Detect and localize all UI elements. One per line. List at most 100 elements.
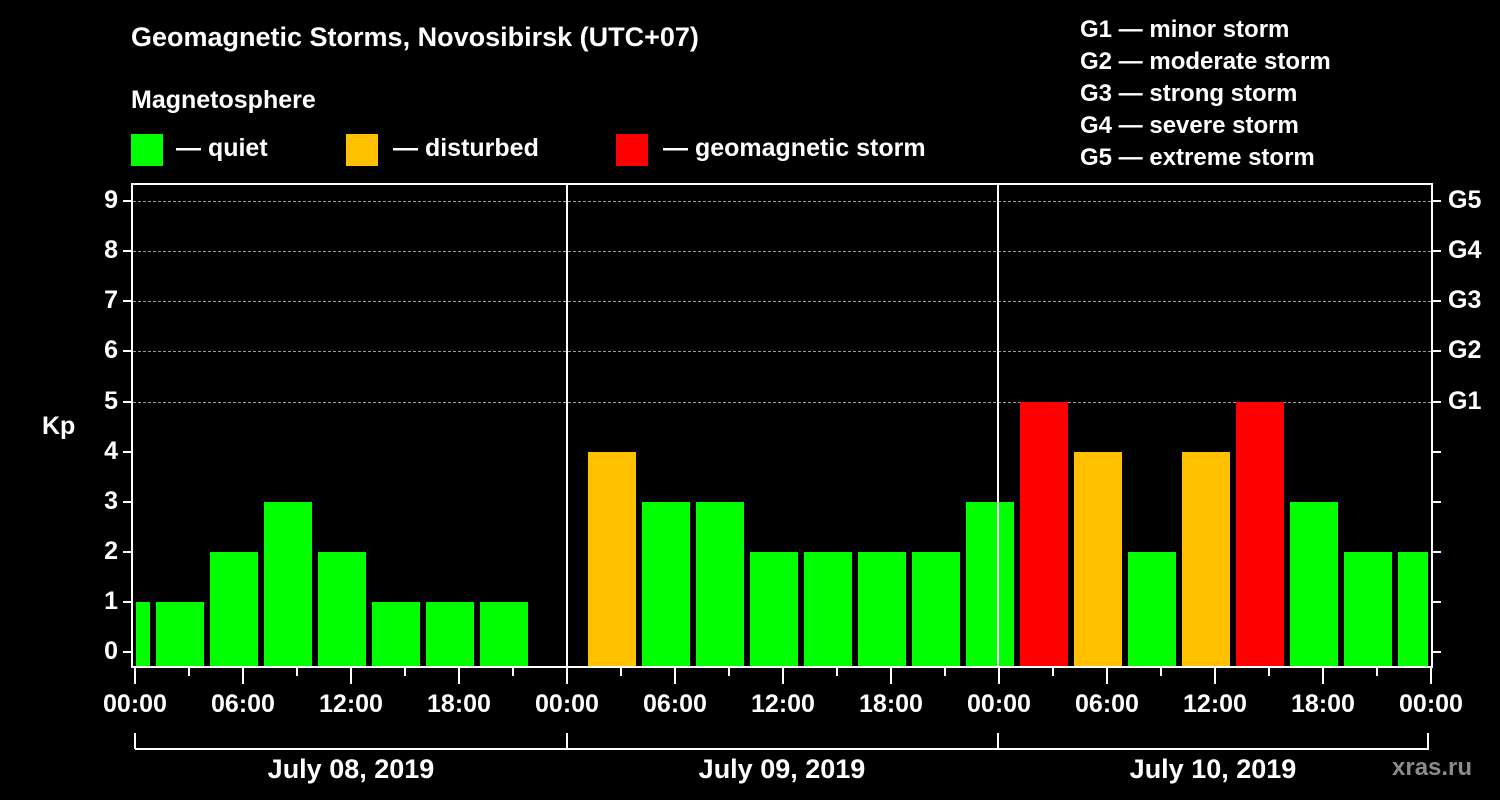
kp-bar: [966, 502, 1014, 668]
gridline: [133, 201, 1431, 202]
x-tick-major: [458, 668, 460, 684]
day-bracket-line: [135, 748, 1429, 750]
legend-swatch-quiet: [131, 134, 163, 166]
x-tick-label: 00:00: [1399, 690, 1463, 718]
x-tick-label: 00:00: [535, 690, 599, 718]
y-tick-label: 6: [104, 336, 118, 364]
g-scale-item: G5 — extreme storm: [1080, 144, 1315, 171]
y-axis-label: Kp: [42, 412, 76, 440]
kp-bar: [1290, 502, 1338, 668]
kp-bar: [588, 452, 636, 668]
y-tick-left: [123, 651, 131, 653]
y-tick-left: [123, 551, 131, 553]
x-tick-major: [782, 668, 784, 684]
kp-bar: [480, 602, 528, 668]
x-tick-minor: [620, 668, 622, 676]
y-tick-label: 5: [104, 387, 118, 415]
x-tick-label: 18:00: [427, 690, 491, 718]
y-tick-right: [1433, 401, 1441, 403]
x-tick-major: [566, 668, 568, 684]
y-tick-left: [123, 300, 131, 302]
g-scale-item: G4 — severe storm: [1080, 112, 1299, 139]
x-tick-minor: [836, 668, 838, 676]
y-tick-right: [1433, 350, 1441, 352]
x-tick-minor: [404, 668, 406, 676]
kp-bar: [750, 552, 798, 668]
x-tick-minor: [944, 668, 946, 676]
kp-bar: [642, 502, 690, 668]
chart-title: Geomagnetic Storms, Novosibirsk (UTC+07): [131, 22, 699, 52]
kp-bar: [804, 552, 852, 668]
x-tick-minor: [1052, 668, 1054, 676]
x-tick-label: 06:00: [1075, 690, 1139, 718]
kp-bar: [696, 502, 744, 668]
y-tick-left: [123, 200, 131, 202]
kp-bar: [426, 602, 474, 668]
x-tick-label: 06:00: [211, 690, 275, 718]
x-tick-label: 18:00: [1291, 690, 1355, 718]
x-tick-label: 12:00: [751, 690, 815, 718]
gridline: [133, 301, 1431, 302]
y-tick-right: [1433, 551, 1441, 553]
x-tick-minor: [188, 668, 190, 676]
kp-bar: [318, 552, 366, 668]
g-scale-item: G1 — minor storm: [1080, 16, 1290, 43]
y-tick-right: [1433, 300, 1441, 302]
kp-bar: [1020, 402, 1068, 668]
x-tick-major: [1214, 668, 1216, 684]
x-tick-label: 12:00: [319, 690, 383, 718]
x-tick-minor: [1160, 668, 1162, 676]
kp-bar: [372, 602, 420, 668]
x-tick-major: [674, 668, 676, 684]
g-scale-list: G1 — minor storm G2 — moderate storm G3 …: [1080, 14, 1331, 174]
y-tick-right: [1433, 451, 1441, 453]
x-tick-label: 12:00: [1183, 690, 1247, 718]
x-tick-label: 18:00: [859, 690, 923, 718]
gridline: [133, 251, 1431, 252]
x-tick-minor: [512, 668, 514, 676]
y-tick-right: [1433, 250, 1441, 252]
gridline: [133, 351, 1431, 352]
g-level-label: G2: [1448, 336, 1482, 364]
g-scale-item: G3 — strong storm: [1080, 80, 1298, 107]
y-tick-right: [1433, 601, 1441, 603]
y-tick-label: 4: [104, 437, 118, 465]
x-tick-major: [890, 668, 892, 684]
legend-heading: Magnetosphere: [131, 86, 316, 114]
y-tick-left: [123, 250, 131, 252]
g-scale-item: G2 — moderate storm: [1080, 48, 1331, 75]
x-tick-label: 00:00: [103, 690, 167, 718]
x-tick-major: [134, 668, 136, 684]
legend-swatch-disturbed: [346, 134, 378, 166]
kp-bar: [1182, 452, 1230, 668]
y-tick-label: 7: [104, 286, 118, 314]
y-tick-right: [1433, 651, 1441, 653]
day-bracket-tick: [134, 733, 136, 749]
day-bracket-tick: [997, 733, 999, 749]
legend-label-storm: — geomagnetic storm: [663, 134, 926, 162]
day-bracket-tick: [566, 733, 568, 749]
kp-bar: [1236, 402, 1284, 668]
day-separator: [997, 183, 999, 668]
kp-bar: [858, 552, 906, 668]
y-tick-label: 2: [104, 537, 118, 565]
kp-bar: [1128, 552, 1176, 668]
y-tick-left: [123, 401, 131, 403]
day-label: July 08, 2019: [267, 754, 435, 784]
day-separator: [566, 183, 568, 668]
legend-label-quiet: — quiet: [176, 134, 268, 162]
kp-bar: [1398, 552, 1428, 668]
kp-bar: [912, 552, 960, 668]
y-tick-left: [123, 501, 131, 503]
kp-bar: [264, 502, 312, 668]
x-tick-minor: [728, 668, 730, 676]
plot-frame: [131, 183, 1433, 668]
x-tick-major: [1322, 668, 1324, 684]
kp-bar: [1344, 552, 1392, 668]
x-tick-major: [242, 668, 244, 684]
watermark: xras.ru: [1392, 754, 1473, 781]
legend-swatch-storm: [616, 134, 648, 166]
x-tick-major: [350, 668, 352, 684]
y-tick-label: 0: [104, 637, 118, 665]
y-tick-label: 9: [104, 186, 118, 214]
